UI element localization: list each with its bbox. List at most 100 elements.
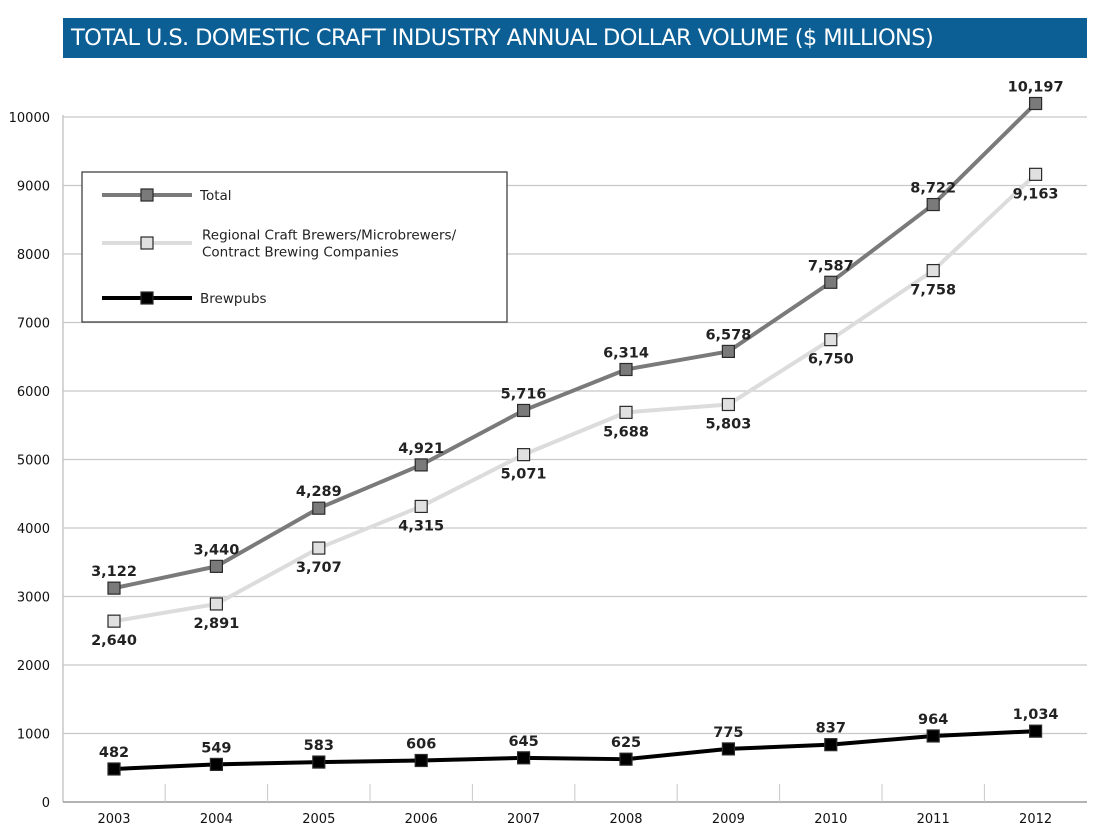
series-line bbox=[113, 729, 1036, 771]
data-label: 5,716 bbox=[501, 386, 547, 402]
data-point-marker bbox=[721, 344, 736, 359]
data-label: 775 bbox=[713, 725, 743, 741]
data-point-marker bbox=[414, 458, 428, 472]
data-point-marker bbox=[721, 397, 736, 412]
data-label: 9,163 bbox=[1013, 186, 1059, 202]
data-point-marker bbox=[516, 403, 531, 418]
series-0: 3,122 3,440 4,289 4,921 5,716 6,314 6,578 7,587… bbox=[91, 80, 1064, 595]
y-tick-label: 7000 bbox=[17, 317, 50, 332]
data-label: 837 bbox=[816, 721, 846, 737]
data-point-marker bbox=[312, 541, 326, 555]
data-point-marker bbox=[209, 757, 223, 771]
legend-item: Brewpubs bbox=[102, 291, 267, 307]
data-label: 5,688 bbox=[603, 424, 649, 440]
data-point-marker bbox=[209, 559, 223, 573]
data-label: 549 bbox=[201, 740, 231, 756]
x-tick-label: 2004 bbox=[200, 812, 233, 827]
legend-label: Brewpubs bbox=[200, 291, 267, 307]
legend-marker bbox=[140, 236, 154, 250]
legend: Total Regional Craft Brewers/Microbrewers… bbox=[81, 171, 508, 323]
data-label: 6,750 bbox=[808, 352, 854, 368]
data-point-marker bbox=[107, 614, 121, 628]
axes: 0 1000 2000 3000 4000 5000 6000 7000 8000 9000 100… bbox=[9, 111, 1087, 827]
legend-label: Total bbox=[199, 188, 232, 204]
data-label: 5,803 bbox=[705, 416, 751, 432]
data-point-marker bbox=[619, 362, 633, 377]
data-label: 6,314 bbox=[603, 345, 649, 361]
data-point-marker bbox=[107, 581, 121, 595]
series-line bbox=[113, 172, 1037, 624]
data-label: 625 bbox=[611, 735, 641, 751]
x-tick-label: 2010 bbox=[814, 812, 847, 827]
data-label: 3,122 bbox=[91, 564, 137, 580]
data-point-marker bbox=[926, 197, 940, 212]
data-point-marker bbox=[414, 753, 428, 768]
data-point-marker bbox=[209, 597, 223, 611]
x-tick-label: 2006 bbox=[405, 812, 438, 827]
data-label: 3,707 bbox=[296, 560, 342, 576]
data-label: 2,891 bbox=[193, 616, 239, 632]
x-tick-label: 2009 bbox=[712, 812, 745, 827]
y-tick-label: 5000 bbox=[17, 454, 50, 469]
data-label: 645 bbox=[508, 734, 538, 750]
data-point-marker bbox=[516, 448, 531, 462]
x-tick-label: 2012 bbox=[1019, 812, 1052, 827]
data-label: 5,071 bbox=[501, 467, 547, 483]
data-label: 3,440 bbox=[193, 542, 239, 558]
x-tick-label: 2005 bbox=[302, 812, 335, 827]
data-point-marker bbox=[1028, 96, 1043, 111]
data-point-marker bbox=[414, 499, 428, 514]
legend-label: Regional Craft Brewers/Microbrewers/ bbox=[202, 228, 457, 244]
series-1: 2,640 2,891 3,707 4,315 5,071 5,688 5,803 6,750… bbox=[91, 167, 1059, 649]
y-tick-label: 8000 bbox=[17, 248, 50, 263]
y-tick-label: 0 bbox=[42, 796, 50, 811]
data-label: 7,587 bbox=[808, 258, 854, 274]
data-point-marker bbox=[926, 263, 940, 278]
legend-label: Contract Brewing Companies bbox=[202, 245, 399, 261]
legend-marker bbox=[140, 291, 154, 305]
data-point-marker bbox=[824, 738, 838, 752]
data-point-marker bbox=[516, 751, 531, 765]
y-tick-label: 4000 bbox=[17, 522, 50, 537]
x-tick-label: 2007 bbox=[507, 812, 540, 827]
data-label: 4,289 bbox=[296, 484, 342, 500]
data-point-marker bbox=[312, 755, 326, 769]
y-tick-label: 1000 bbox=[17, 728, 50, 743]
data-point-marker bbox=[1028, 724, 1043, 738]
data-label: 8,722 bbox=[910, 181, 956, 197]
data-label: 4,921 bbox=[398, 441, 444, 457]
x-tick-label: 2011 bbox=[917, 812, 950, 827]
y-tick-label: 3000 bbox=[17, 591, 50, 606]
y-tick-label: 10000 bbox=[9, 111, 50, 126]
data-label: 964 bbox=[918, 712, 948, 728]
data-label: 7,758 bbox=[910, 283, 956, 299]
series-line bbox=[113, 102, 1038, 591]
x-tick-label: 2008 bbox=[609, 812, 642, 827]
series: 3,122 3,440 4,289 4,921 5,716 6,314 6,578 7,587… bbox=[91, 80, 1064, 776]
y-tick-label: 9000 bbox=[17, 180, 50, 195]
y-tick-label: 6000 bbox=[17, 385, 50, 400]
data-label: 6,578 bbox=[705, 327, 751, 343]
data-point-marker bbox=[619, 405, 633, 419]
data-point-marker bbox=[107, 762, 121, 776]
series-2: 482 549 583 606 645 625 775 837 964 1,034 bbox=[99, 707, 1059, 776]
legend-marker bbox=[140, 188, 154, 202]
data-label: 482 bbox=[99, 745, 129, 761]
data-label: 10,197 bbox=[1008, 80, 1064, 96]
data-label: 606 bbox=[406, 736, 436, 752]
data-point-marker bbox=[1028, 167, 1043, 181]
data-point-marker bbox=[926, 729, 940, 743]
data-label: 583 bbox=[304, 738, 334, 754]
y-tick-label: 2000 bbox=[17, 659, 50, 674]
data-label: 4,315 bbox=[398, 518, 444, 534]
data-point-marker bbox=[312, 501, 326, 515]
data-point-marker bbox=[721, 742, 736, 756]
legend-item: Regional Craft Brewers/Microbrewers/Cont… bbox=[102, 228, 457, 261]
data-point-marker bbox=[824, 333, 838, 347]
x-tick-label: 2003 bbox=[97, 812, 130, 827]
data-point-marker bbox=[824, 275, 838, 289]
legend-item: Total bbox=[102, 188, 232, 204]
chart-title: TOTAL U.S. DOMESTIC CRAFT INDUSTRY ANNUA… bbox=[63, 18, 1087, 58]
data-label: 2,640 bbox=[91, 633, 137, 649]
